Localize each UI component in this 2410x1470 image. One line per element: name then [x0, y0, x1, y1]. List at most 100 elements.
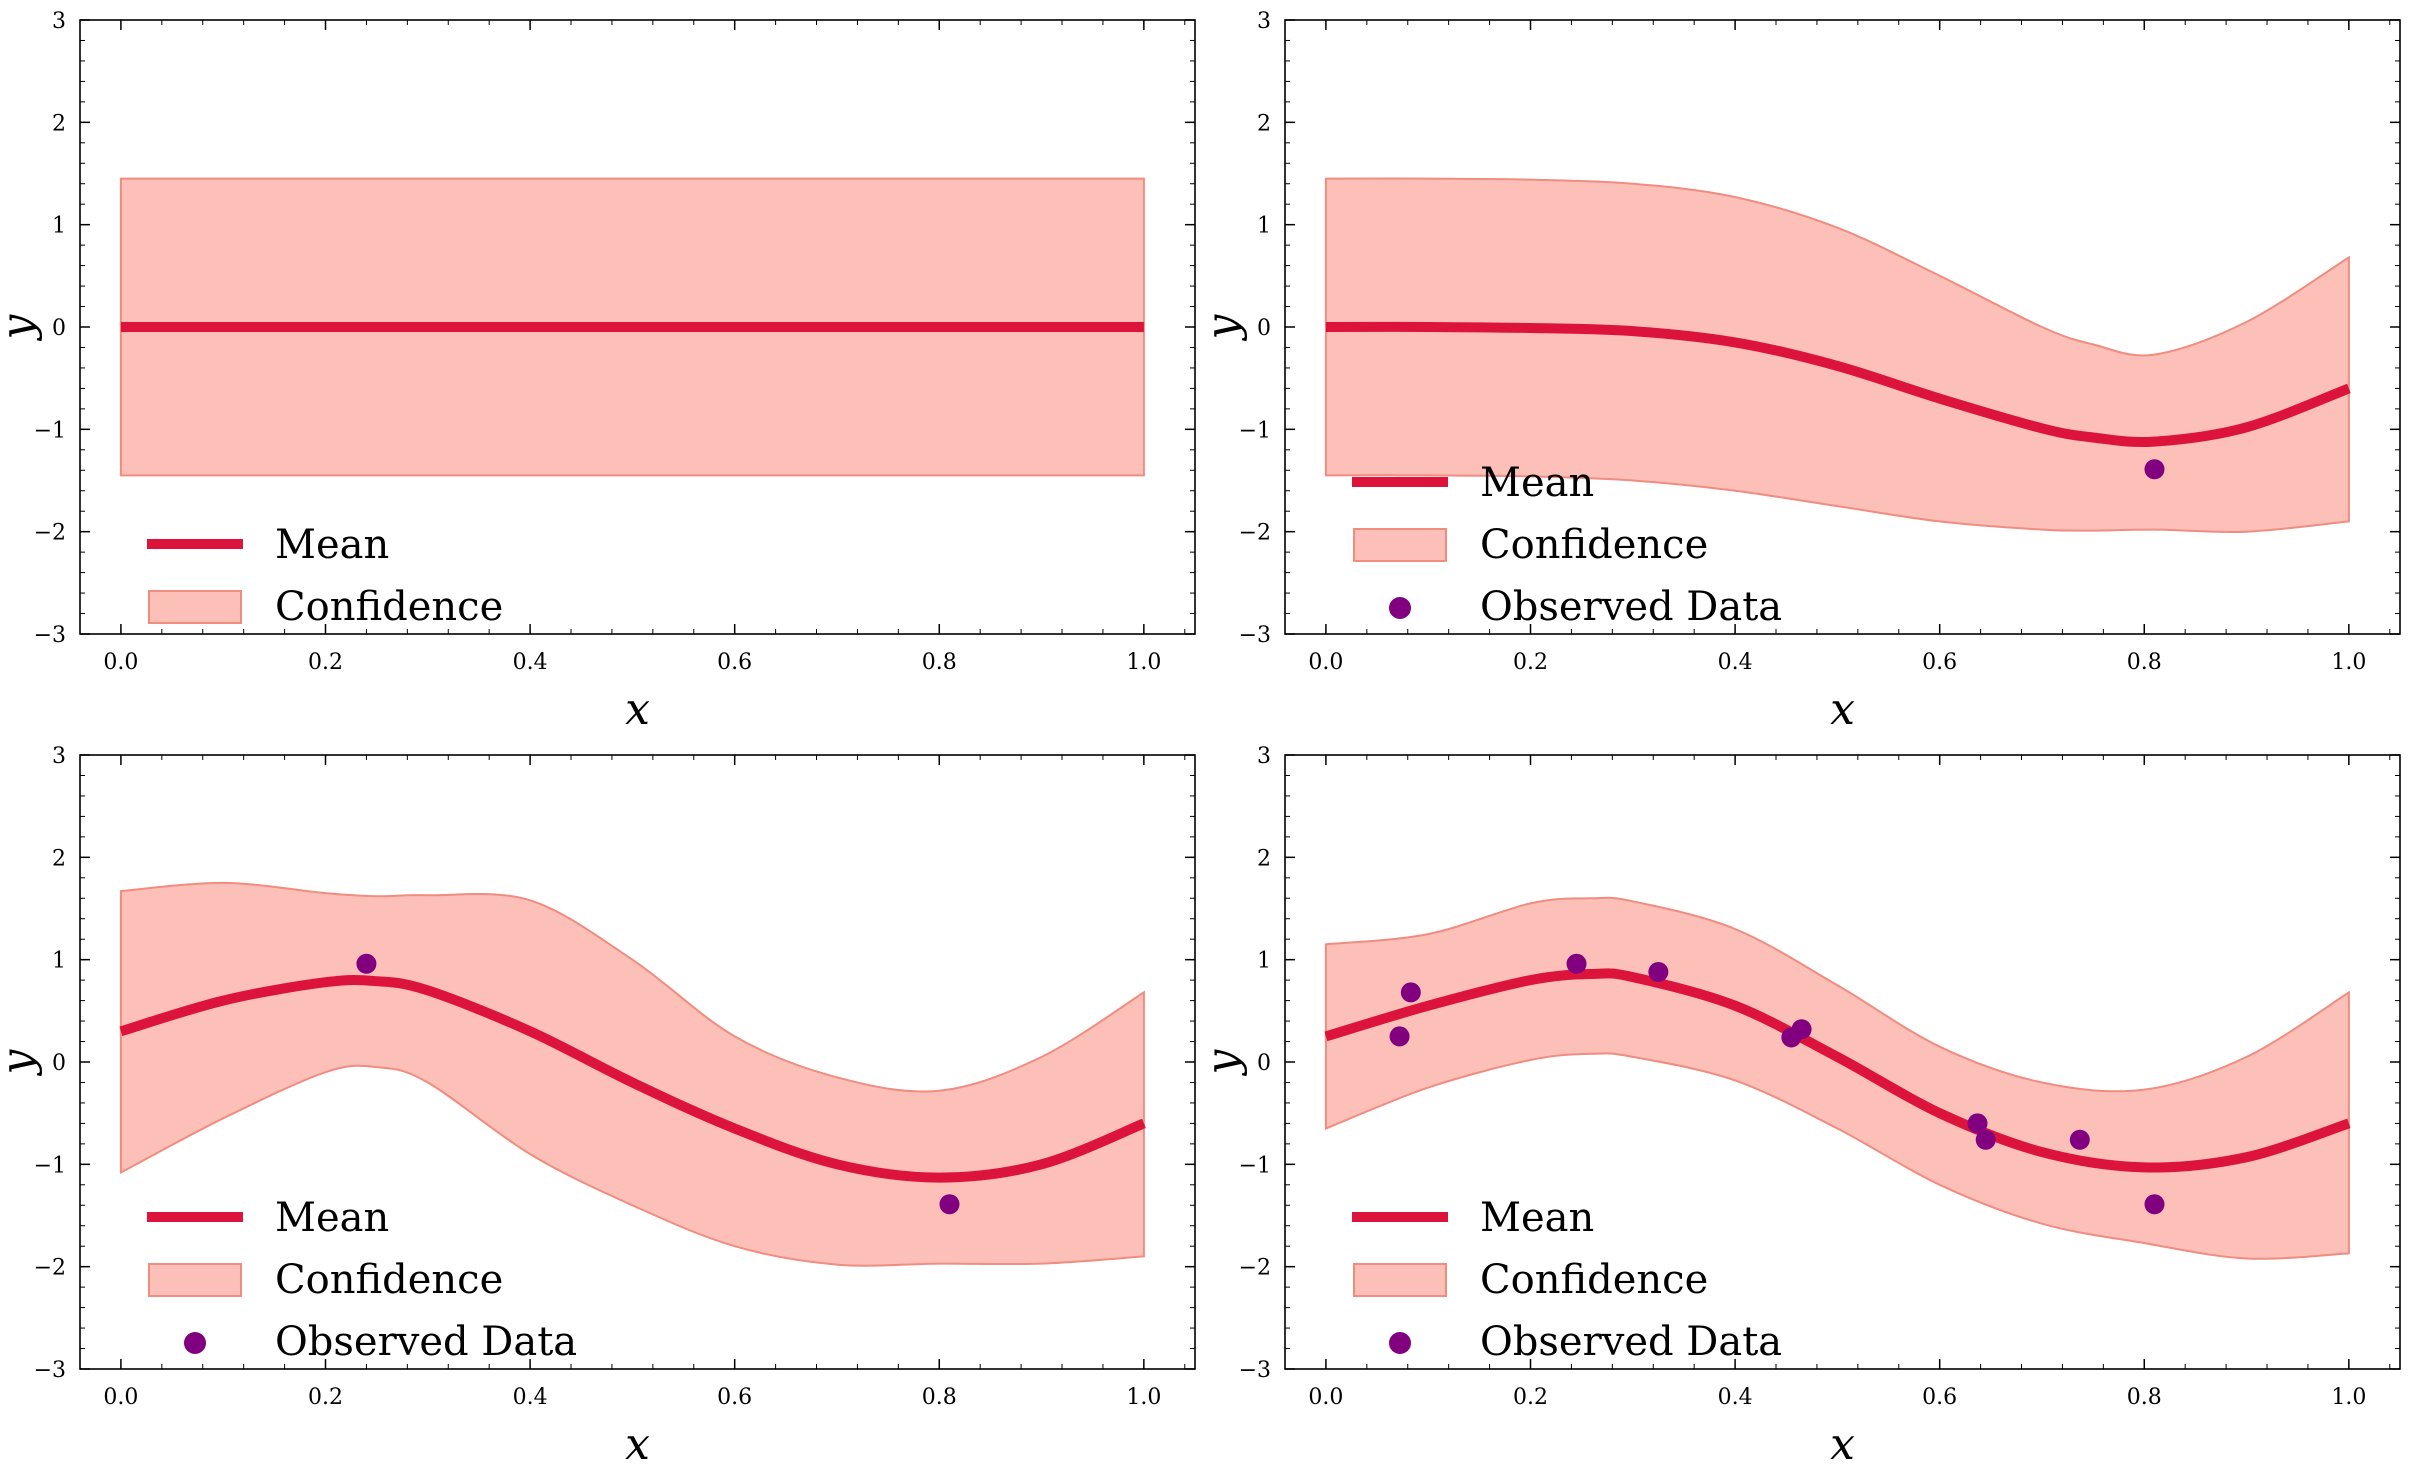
x-tick-label: 0.0 — [1308, 1385, 1343, 1410]
y-tick-label: 1 — [52, 949, 66, 974]
y-tick-label: −3 — [34, 623, 66, 648]
y-axis-label: y — [1197, 1048, 1248, 1076]
panel-3: 0.0 0.2 0.4 0.6 0.8 1.0 −3 −2 −1 0 1 2 3 x y Mean Confid… — [0, 744, 1196, 1470]
y-tick-label: −3 — [1239, 623, 1271, 648]
y-tick-label: −2 — [1239, 1256, 1271, 1281]
observed-point — [2069, 1129, 2090, 1150]
y-tick-label: 0 — [1257, 1051, 1271, 1076]
legend-confidence-swatch — [148, 590, 242, 624]
legend-entry-label: Mean — [1480, 1195, 1594, 1241]
y-tick-label: 2 — [52, 846, 66, 871]
observed-point — [1400, 982, 1421, 1003]
y-tick-label: 2 — [1257, 846, 1271, 871]
legend-confidence-swatch — [1353, 1263, 1447, 1297]
legend-observed-swatch — [184, 1332, 206, 1354]
legend-entry-label: Mean — [275, 522, 389, 568]
x-tick-label: 0.8 — [2127, 650, 2162, 675]
y-tick-label: −2 — [34, 521, 66, 546]
x-tick-label: 0.2 — [1513, 650, 1548, 675]
x-tick-label: 0.6 — [1922, 1385, 1957, 1410]
x-tick-label: 0.4 — [1718, 650, 1753, 675]
legend-observed-swatch — [1389, 1332, 1411, 1354]
mean-line — [1325, 321, 2351, 448]
y-tick-label: −1 — [1239, 418, 1271, 443]
x-tick-label: 1.0 — [1126, 1385, 1161, 1410]
x-tick-label: 1.0 — [2331, 650, 2366, 675]
panel-4: 0.0 0.2 0.4 0.6 0.8 1.0 −3 −2 −1 0 1 2 3 x y Mean Confid… — [1197, 744, 2401, 1470]
observed-point — [1791, 1019, 1812, 1040]
x-tick-label: 0.0 — [103, 1385, 138, 1410]
y-tick-label: −1 — [1239, 1153, 1271, 1178]
x-tick-label: 0.2 — [308, 650, 343, 675]
x-tick-label: 0.4 — [513, 650, 548, 675]
y-tick-label: −2 — [1239, 521, 1271, 546]
y-tick-label: 2 — [52, 111, 66, 136]
confidence-band — [1324, 896, 2350, 1260]
mean-line — [1324, 968, 2351, 1173]
x-tick-label: 0.2 — [1513, 1385, 1548, 1410]
observed-point — [1648, 961, 1669, 982]
legend-entry-label: Confidence — [1480, 522, 1708, 568]
legend-entry-label: Observed Data — [1480, 584, 1782, 630]
panel-2: 0.0 0.2 0.4 0.6 0.8 1.0 −3 −2 −1 0 1 2 3 x y Mean Confid… — [1197, 9, 2401, 735]
legend-confidence-swatch — [148, 1263, 242, 1297]
y-tick-label: −2 — [34, 1256, 66, 1281]
legend-observed-swatch — [1389, 597, 1411, 619]
y-tick-label: −1 — [34, 1153, 66, 1178]
legend-entry-label: Observed Data — [275, 1319, 577, 1365]
x-tick-label: 0.6 — [717, 650, 752, 675]
legend-entry-label: Observed Data — [1480, 1319, 1782, 1365]
observed-point — [356, 953, 377, 974]
legend-confidence-swatch — [1353, 528, 1447, 562]
panel-1: 0.0 0.2 0.4 0.6 0.8 1.0 −3 −2 −1 0 1 2 3 x y Mean Confid… — [0, 9, 1196, 735]
y-axis-label: y — [0, 1048, 43, 1076]
observed-point — [939, 1194, 960, 1215]
observed-point — [1975, 1129, 1996, 1150]
y-tick-label: 2 — [1257, 111, 1271, 136]
x-axis-label: x — [625, 1419, 650, 1470]
y-axis-label: y — [0, 313, 43, 341]
y-tick-label: −3 — [34, 1358, 66, 1383]
legend-entry-label: Confidence — [275, 1257, 503, 1303]
y-tick-label: 1 — [1257, 214, 1271, 239]
y-tick-label: 0 — [52, 1051, 66, 1076]
y-tick-label: 3 — [52, 744, 66, 769]
observed-point — [2144, 459, 2165, 480]
observed-point — [1967, 1113, 1988, 1134]
y-axis-label: y — [1197, 313, 1248, 341]
y-tick-label: 1 — [52, 214, 66, 239]
x-tick-label: 0.2 — [308, 1385, 343, 1410]
x-tick-label: 1.0 — [2331, 1385, 2366, 1410]
legend-entry-label: Confidence — [275, 584, 503, 630]
observed-point — [1389, 1026, 1410, 1047]
legend-entry-label: Mean — [275, 1195, 389, 1241]
y-tick-label: 3 — [52, 9, 66, 34]
x-tick-label: 0.8 — [922, 650, 957, 675]
confidence-band — [1324, 177, 2350, 533]
x-tick-label: 0.8 — [922, 1385, 957, 1410]
y-tick-label: −3 — [1239, 1358, 1271, 1383]
mean-line — [119, 974, 1146, 1183]
y-tick-label: 0 — [52, 316, 66, 341]
x-tick-label: 0.6 — [717, 1385, 752, 1410]
x-axis-label: x — [1830, 1419, 1855, 1470]
y-tick-label: 0 — [1257, 316, 1271, 341]
observed-point — [1566, 953, 1587, 974]
x-axis-label: x — [625, 684, 650, 735]
x-tick-label: 0.0 — [1308, 650, 1343, 675]
legend-entry-label: Confidence — [1480, 1257, 1708, 1303]
y-tick-label: 3 — [1257, 744, 1271, 769]
y-tick-label: −1 — [34, 418, 66, 443]
x-axis-label: x — [1830, 684, 1855, 735]
observed-point — [2144, 1194, 2165, 1215]
y-tick-label: 1 — [1257, 949, 1271, 974]
x-tick-label: 0.8 — [2127, 1385, 2162, 1410]
x-tick-label: 0.4 — [1718, 1385, 1753, 1410]
x-tick-label: 0.6 — [1922, 650, 1957, 675]
x-tick-label: 0.0 — [103, 650, 138, 675]
x-tick-label: 1.0 — [1126, 650, 1161, 675]
x-tick-label: 0.4 — [513, 1385, 548, 1410]
legend-entry-label: Mean — [1480, 460, 1594, 506]
y-tick-label: 3 — [1257, 9, 1271, 34]
